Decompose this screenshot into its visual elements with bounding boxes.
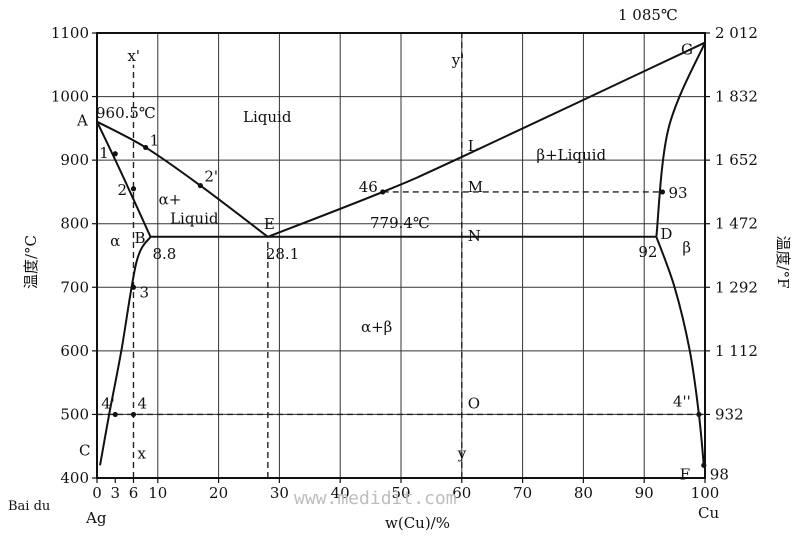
region-label: Liquid (243, 108, 292, 126)
x-tick-label: 50 (391, 484, 410, 502)
point-label: D (660, 225, 672, 243)
point-marker (130, 284, 137, 290)
point-marker (130, 411, 137, 418)
region-label: α+ (159, 191, 182, 209)
point-marker (701, 462, 707, 468)
y-tick-label: 1000 (51, 88, 89, 106)
point-label: B (135, 229, 146, 247)
x-tick-label: 20 (209, 484, 228, 502)
element-ag-label: Ag (85, 509, 107, 527)
x-tick-label: 3 (110, 484, 120, 502)
x-tick-label: 80 (574, 484, 593, 502)
y-tick-label: 400 (60, 469, 89, 487)
point-label: 2 (117, 181, 127, 199)
point-marker (659, 189, 666, 195)
y-tick-label: 500 (60, 405, 89, 423)
curve-solidus_GD (655, 42, 706, 237)
y-tick-label-right: 1 652 (715, 151, 758, 169)
x-tick-label: 10 (148, 484, 167, 502)
point-marker (112, 151, 118, 157)
region-label: Liquid (170, 210, 219, 228)
y-tick-label-right: 1 472 (715, 215, 758, 233)
point-label: 4'' (673, 392, 691, 410)
curve-solidus_AB (96, 121, 152, 238)
point-label: C (79, 441, 90, 459)
point-label: 2' (204, 168, 218, 186)
region-label: α+β (361, 318, 392, 336)
y-axis-label-left: 温度/°C (22, 235, 40, 289)
x-tick-label: 70 (513, 484, 532, 502)
y-tick-label: 900 (60, 151, 89, 169)
point-label: 1 (99, 144, 109, 162)
point-label: O (468, 394, 480, 412)
point-label: y' (451, 51, 465, 69)
point-label: x' (127, 47, 140, 65)
y-tick-label-right: 2 012 (715, 24, 758, 42)
point-marker (130, 186, 137, 192)
curve-liquidus_EG (267, 41, 706, 238)
y-tick-label: 700 (60, 278, 89, 296)
region-label: β+Liquid (536, 146, 606, 164)
point-label: M (468, 178, 483, 196)
point-label: 93 (668, 184, 687, 202)
point-label: L (468, 137, 478, 155)
point-label: E (264, 215, 275, 233)
eutectic-temp-label: 779.4℃ (370, 214, 430, 232)
point-label: 3 (139, 283, 149, 301)
cu-melt-label: 1 085℃ (618, 6, 678, 24)
region-label: β (682, 238, 691, 256)
point-label: A (76, 112, 88, 130)
point-markers (112, 144, 707, 468)
watermark: www.medidit.com (294, 488, 457, 509)
baidu-logo-text: Bai du (8, 499, 50, 514)
point-label: 28.1 (266, 245, 299, 263)
x-tick-label: 6 (129, 484, 139, 502)
point-marker (197, 182, 203, 189)
point-label: y (457, 445, 467, 463)
x-axis-label: w(Cu)/% (385, 514, 450, 532)
y-tick-label: 600 (60, 342, 89, 360)
ag-melt-label: 960.5℃ (96, 104, 156, 122)
point-marker (696, 411, 702, 418)
grid-lines (97, 33, 705, 478)
curve-solvus_DF (655, 236, 705, 466)
point-label: G (681, 41, 693, 59)
point-label: 46 (359, 178, 378, 196)
x-tick-label: 40 (331, 484, 350, 502)
y-axis-label-right: 温度/°F (774, 236, 792, 289)
curve-solvus_BC (99, 236, 152, 466)
x-tick-label: 0 (92, 484, 102, 502)
y-tick-label-right: 932 (715, 405, 744, 423)
y-tick-label-right: 1 832 (715, 88, 758, 106)
curve-liquidus_AE (96, 120, 269, 238)
y-tick-label: 800 (60, 215, 89, 233)
y-tick-label: 1100 (51, 24, 89, 42)
point-labels: A B 8.8 E 28.1 D92 G C F L M N Ox' x y' y 1 1 2 2' 3 4' 4 46 93 4… (76, 41, 729, 484)
point-marker (380, 189, 386, 195)
y-tick-label-right: 1 292 (715, 278, 758, 296)
point-marker (112, 411, 118, 418)
x-tick-label: 100 (691, 484, 720, 502)
guide-lines (97, 33, 705, 478)
x-tick-label: 30 (270, 484, 289, 502)
point-label: 8.8 (153, 245, 177, 263)
point-label: 92 (638, 243, 657, 261)
point-label: N (468, 227, 481, 245)
point-label: 4' (101, 394, 115, 412)
point-label: x (137, 445, 146, 463)
point-label: 4 (137, 394, 147, 412)
point-label: 98 (710, 465, 729, 483)
y-tick-label-right: 1 112 (715, 342, 758, 360)
axis-ticks: 0 3 6 10 20 30 40 50 60 70 80 90 1004005006007008009… (51, 24, 758, 502)
x-tick-label: 90 (635, 484, 654, 502)
point-label: 1 (150, 131, 160, 149)
region-label: α (110, 232, 120, 250)
element-cu-label: Cu (698, 504, 719, 522)
x-tick-label: 60 (452, 484, 471, 502)
point-label: F (680, 465, 690, 483)
phase-boundaries (96, 41, 706, 466)
point-marker (143, 144, 149, 151)
